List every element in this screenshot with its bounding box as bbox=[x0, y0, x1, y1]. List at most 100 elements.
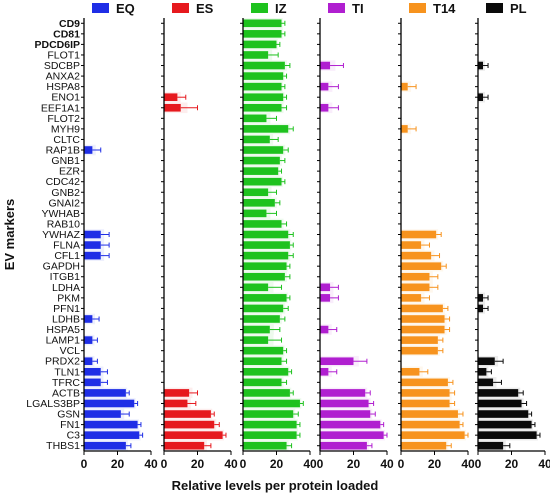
bar bbox=[401, 283, 430, 292]
bar bbox=[84, 357, 93, 366]
bar bbox=[401, 125, 408, 133]
bar bbox=[243, 367, 289, 376]
bar bbox=[401, 399, 450, 408]
category-label: PFN1 bbox=[53, 303, 80, 315]
panel-pl: 0 20 40 PL bbox=[475, 1, 550, 471]
bar bbox=[401, 272, 430, 281]
bar bbox=[478, 441, 504, 450]
bar bbox=[243, 82, 282, 91]
bar bbox=[401, 441, 447, 450]
bar bbox=[478, 431, 537, 439]
bar bbox=[401, 251, 432, 260]
bar bbox=[401, 82, 408, 91]
bar bbox=[243, 262, 287, 270]
x-tick-label: 40 bbox=[380, 457, 394, 471]
category-label: CD9 bbox=[59, 18, 80, 30]
bar bbox=[320, 410, 371, 418]
bar bbox=[243, 167, 279, 175]
bar bbox=[243, 103, 282, 112]
bar bbox=[84, 230, 101, 239]
bar bbox=[243, 399, 300, 408]
x-tick-label: 20 bbox=[111, 457, 125, 471]
x-tick-label: 40 bbox=[461, 457, 475, 471]
category-label: GSN bbox=[57, 409, 80, 421]
category-label: GNAI2 bbox=[48, 197, 80, 209]
bar bbox=[243, 114, 267, 123]
category-label: FLNA bbox=[53, 240, 80, 252]
bar bbox=[320, 283, 331, 292]
category-label: LAMP1 bbox=[46, 335, 81, 347]
bar bbox=[478, 93, 484, 102]
bar bbox=[84, 441, 126, 450]
bar bbox=[84, 367, 101, 376]
category-label: PDCD6IP bbox=[34, 39, 80, 51]
bar bbox=[401, 346, 438, 355]
bar bbox=[401, 420, 460, 429]
bar bbox=[478, 304, 484, 313]
x-axis-title: Relative levels per protein loaded bbox=[172, 478, 379, 493]
bar bbox=[84, 251, 101, 260]
x-tick-label: 0 bbox=[81, 457, 88, 471]
category-label: EEF1A1 bbox=[41, 102, 80, 114]
category-label: GAPDH bbox=[43, 261, 80, 273]
category-label: CD81 bbox=[53, 28, 80, 40]
category-label: LGALS3BP bbox=[26, 398, 80, 410]
bar bbox=[84, 378, 101, 387]
bar bbox=[243, 199, 275, 207]
bar bbox=[243, 188, 269, 197]
x-tick-label: 20 bbox=[505, 457, 519, 471]
bar bbox=[164, 441, 205, 450]
bar bbox=[84, 315, 93, 323]
category-label: ITGB1 bbox=[50, 271, 81, 283]
category-label: HSPA8 bbox=[46, 81, 80, 93]
category-label: YWHAZ bbox=[42, 229, 81, 241]
bar bbox=[243, 156, 280, 165]
bar bbox=[320, 325, 329, 334]
bar bbox=[320, 103, 329, 112]
panel-iz: 0 20 40 IZ bbox=[240, 1, 317, 471]
bar bbox=[84, 389, 126, 397]
category-label: PRDX2 bbox=[45, 356, 80, 368]
bar bbox=[243, 410, 294, 418]
bar bbox=[401, 262, 442, 270]
bar bbox=[401, 304, 443, 313]
category-label: LDHB bbox=[52, 313, 80, 325]
bar bbox=[243, 420, 297, 429]
x-tick-label: 40 bbox=[224, 457, 238, 471]
x-tick-label: 20 bbox=[428, 457, 442, 471]
x-tick-label: 0 bbox=[475, 457, 482, 471]
legend-label: EQ bbox=[116, 1, 135, 16]
x-tick-label: 0 bbox=[240, 457, 247, 471]
bar bbox=[243, 283, 269, 292]
bar bbox=[401, 389, 450, 397]
x-tick-label: 40 bbox=[538, 457, 550, 471]
bar bbox=[320, 399, 369, 408]
bar bbox=[401, 367, 420, 376]
category-label: CDC42 bbox=[46, 176, 81, 188]
bar bbox=[243, 135, 270, 144]
category-label: PKM bbox=[57, 292, 80, 304]
x-tick-label: 0 bbox=[161, 457, 168, 471]
x-tick-label: 20 bbox=[270, 457, 284, 471]
bar bbox=[164, 431, 223, 439]
bar bbox=[401, 315, 445, 323]
bar bbox=[243, 431, 297, 439]
bar bbox=[320, 420, 381, 429]
x-tick-label: 20 bbox=[191, 457, 205, 471]
bar bbox=[478, 410, 529, 418]
bar bbox=[84, 399, 135, 408]
bar bbox=[84, 241, 101, 249]
bar bbox=[401, 294, 422, 302]
bar bbox=[243, 40, 277, 49]
bar bbox=[320, 367, 329, 376]
bar bbox=[478, 367, 487, 376]
legend-swatch bbox=[172, 3, 189, 13]
category-label: RAB10 bbox=[47, 218, 80, 230]
bar bbox=[243, 294, 287, 302]
category-label: CFL1 bbox=[54, 250, 80, 262]
bar bbox=[243, 177, 282, 186]
legend-label: IZ bbox=[275, 1, 287, 16]
bar bbox=[243, 357, 282, 366]
bar bbox=[243, 346, 284, 355]
